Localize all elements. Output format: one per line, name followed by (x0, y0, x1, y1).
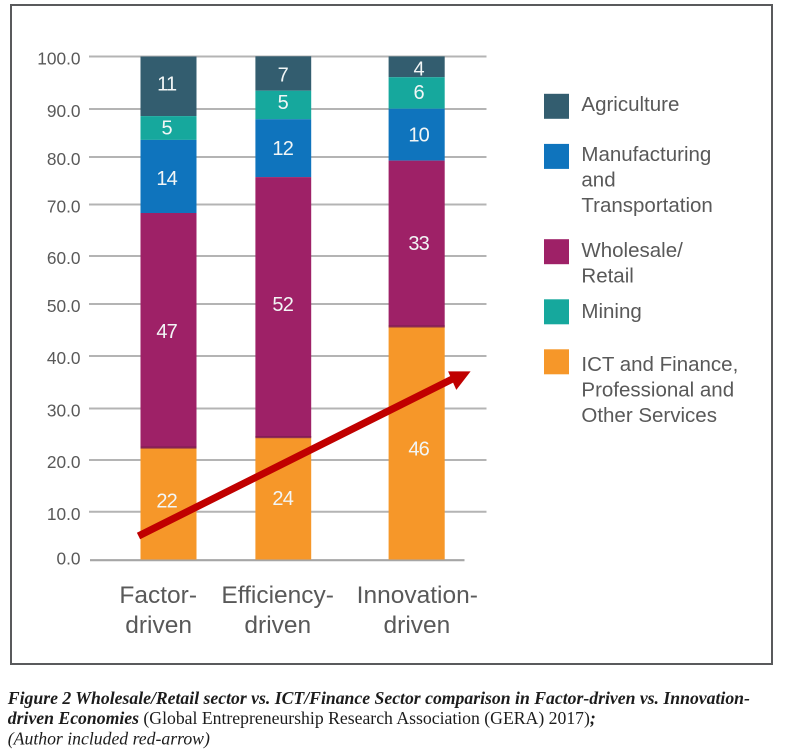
svg-text:5: 5 (278, 92, 289, 114)
svg-text:20.0: 20.0 (47, 452, 81, 472)
svg-text:Factor-: Factor- (119, 582, 197, 609)
svg-text:driven Economies (Global Entre: driven Economies (Global Entrepreneurshi… (8, 708, 596, 728)
svg-text:10.0: 10.0 (47, 504, 81, 524)
svg-text:11: 11 (157, 73, 177, 95)
svg-text:Professional and: Professional and (581, 379, 734, 402)
svg-text:driven: driven (244, 612, 311, 639)
svg-text:(Author included red-arrow): (Author included red-arrow) (8, 728, 210, 748)
svg-text:4: 4 (414, 59, 425, 81)
svg-text:90.0: 90.0 (47, 101, 81, 121)
svg-text:7: 7 (278, 65, 289, 87)
svg-text:10: 10 (408, 125, 429, 147)
svg-text:Transportation: Transportation (581, 194, 712, 217)
svg-text:Mining: Mining (581, 300, 641, 323)
svg-text:33: 33 (408, 233, 429, 255)
svg-text:Efficiency-: Efficiency- (221, 582, 334, 609)
svg-text:Other Services: Other Services (581, 404, 717, 427)
svg-text:46: 46 (408, 438, 429, 460)
svg-text:52: 52 (272, 294, 293, 316)
svg-text:30.0: 30.0 (47, 401, 81, 421)
svg-text:80.0: 80.0 (47, 149, 81, 169)
svg-text:Figure 2 Wholesale/Retail sect: Figure 2 Wholesale/Retail sector vs. ICT… (7, 688, 750, 708)
svg-text:driven: driven (125, 612, 192, 639)
svg-text:5: 5 (162, 118, 173, 140)
svg-text:Wholesale/: Wholesale/ (581, 239, 683, 262)
svg-text:and: and (581, 169, 615, 192)
svg-text:12: 12 (272, 138, 293, 160)
svg-text:100.0: 100.0 (37, 49, 80, 69)
svg-text:14: 14 (156, 168, 177, 190)
svg-text:Manufacturing: Manufacturing (581, 143, 711, 166)
svg-text:Agriculture: Agriculture (581, 93, 679, 116)
svg-text:40.0: 40.0 (47, 348, 81, 368)
svg-text:ICT and Finance,: ICT and Finance, (581, 353, 738, 376)
svg-text:47: 47 (156, 321, 177, 343)
svg-text:24: 24 (272, 488, 293, 510)
svg-text:50.0: 50.0 (47, 296, 81, 316)
svg-text:22: 22 (156, 491, 177, 513)
svg-text:Innovation-: Innovation- (357, 582, 478, 609)
svg-text:Retail: Retail (581, 265, 633, 288)
svg-text:0.0: 0.0 (56, 549, 80, 569)
svg-text:6: 6 (414, 82, 425, 104)
svg-text:driven: driven (384, 612, 451, 639)
svg-text:70.0: 70.0 (47, 197, 81, 217)
svg-text:60.0: 60.0 (47, 248, 81, 268)
